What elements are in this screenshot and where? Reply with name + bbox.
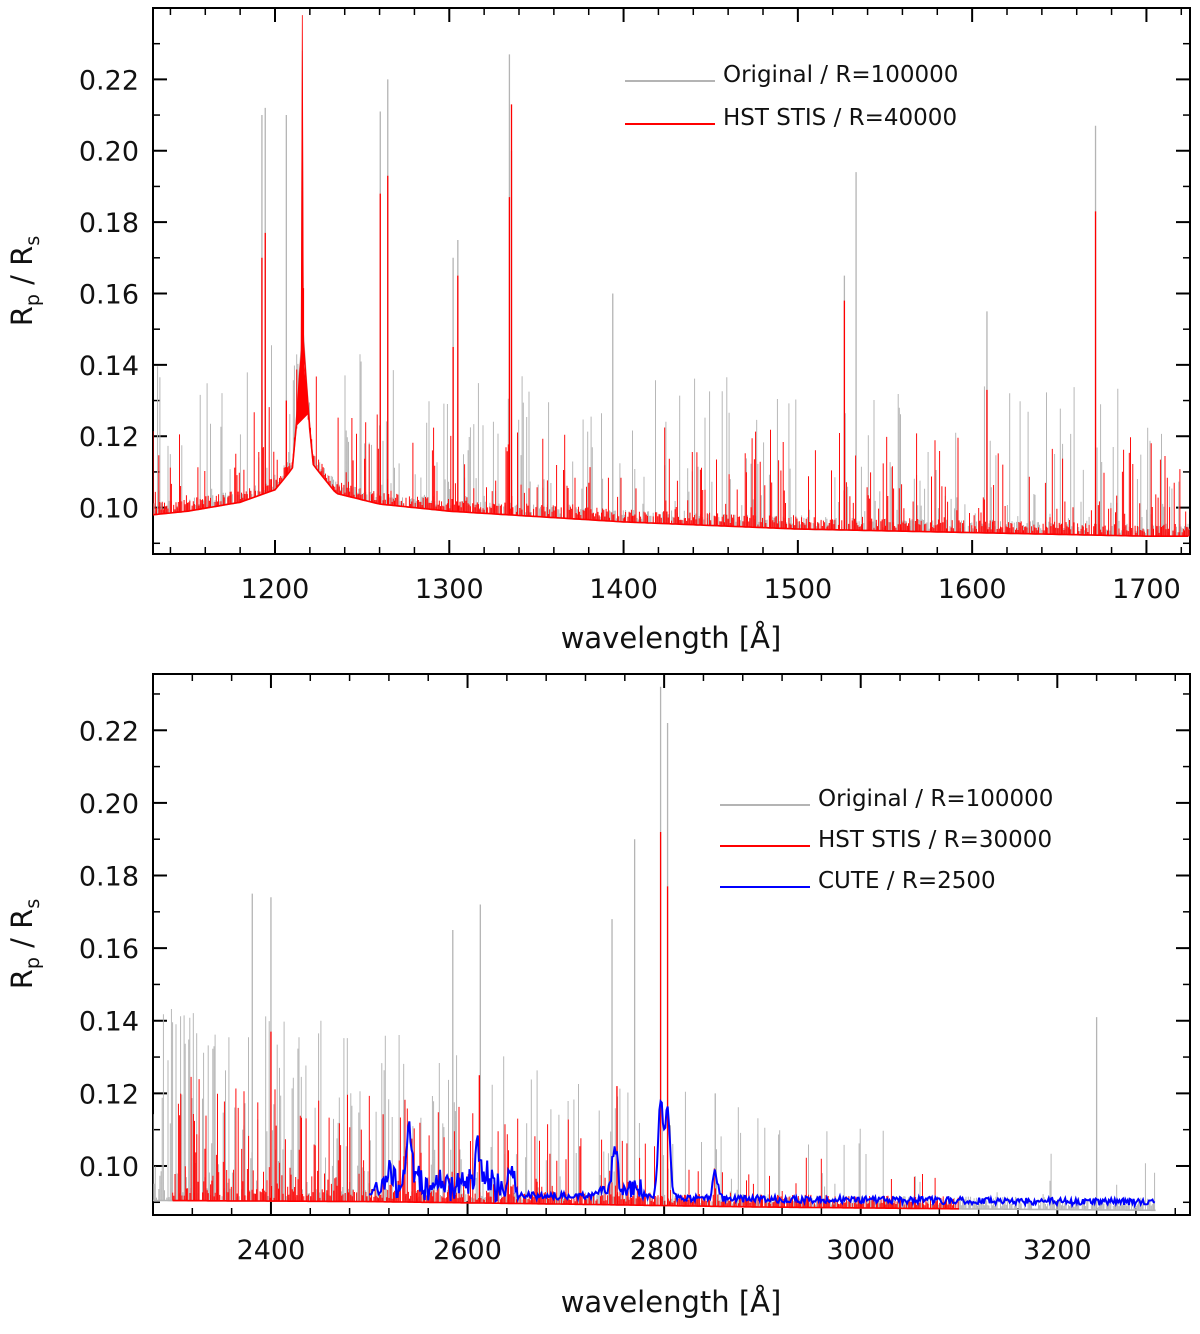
spectrum-continuum xyxy=(172,1199,959,1210)
spectrum-continuum xyxy=(153,336,1189,537)
y-tick-label: 0.12 xyxy=(79,422,139,453)
x-tick-label: 2800 xyxy=(630,1235,699,1266)
fuv-legend: Original / R=100000 HST STIS / R=40000 xyxy=(625,62,958,131)
fuv-y-axis-label: Rp / Rs xyxy=(5,236,44,327)
fuv-x-axis-label: wavelength [Å] xyxy=(561,621,782,655)
spectrum-forest xyxy=(172,1076,959,1209)
spectrum-forest xyxy=(153,345,1190,537)
nuv-ticks: 2400 2600 2800 3000 3200 0.10 0.12 0.14 0.16 0.18… xyxy=(79,674,1190,1266)
x-tick-label: 2600 xyxy=(433,1235,502,1266)
y-tick-label: 0.20 xyxy=(79,789,139,820)
x-tick-label: 1600 xyxy=(938,574,1007,605)
y-tick-label: 0.22 xyxy=(79,65,139,96)
legend-label: Original / R=100000 xyxy=(723,62,958,88)
y-tick-label: 0.12 xyxy=(79,1079,139,1110)
y-tick-label: 0.16 xyxy=(79,279,139,310)
fuv-plot-frame xyxy=(152,7,1191,555)
y-tick-label: 0.16 xyxy=(79,934,139,965)
y-tick-label: 0.10 xyxy=(79,1152,139,1183)
legend-label: HST STIS / R=30000 xyxy=(818,827,1052,853)
fuv-spectra xyxy=(153,15,1190,537)
nuv-legend: Original / R=100000 HST STIS / R=30000 CUT… xyxy=(720,786,1053,894)
spectrum-series xyxy=(153,686,1156,1212)
x-tick-label: 3000 xyxy=(826,1235,895,1266)
legend-label: Original / R=100000 xyxy=(818,786,1053,812)
fuv-panel: 1200 1300 1400 1500 1600 1700 0.10 0.12 0.14 0.16… xyxy=(5,7,1191,655)
fuv-ticks: 1200 1300 1400 1500 1600 1700 0.10 0.12 0.14 0.16… xyxy=(79,8,1190,605)
lyman-alpha-line xyxy=(295,15,309,427)
x-tick-label: 1400 xyxy=(589,574,658,605)
legend-label: HST STIS / R=40000 xyxy=(723,105,957,131)
y-tick-label: 0.18 xyxy=(79,862,139,893)
nuv-panel: 2400 2600 2800 3000 3200 0.10 0.12 0.14 0.16 0.18… xyxy=(5,673,1191,1319)
x-tick-label: 1200 xyxy=(241,574,310,605)
legend-label: CUTE / R=2500 xyxy=(818,868,996,894)
x-tick-label: 2400 xyxy=(237,1235,306,1266)
spectrum-series xyxy=(368,1098,1156,1209)
x-tick-label: 1700 xyxy=(1112,574,1181,605)
spectrum-series xyxy=(172,831,959,1210)
y-tick-label: 0.22 xyxy=(79,716,139,747)
y-tick-label: 0.14 xyxy=(79,351,139,382)
nuv-y-axis-label: Rp / Rs xyxy=(5,899,44,990)
y-tick-label: 0.14 xyxy=(79,1007,139,1038)
x-tick-label: 1300 xyxy=(415,574,484,605)
spectrum-continuum xyxy=(153,329,1189,537)
cute-spectrum-line xyxy=(368,1098,1156,1209)
spectrum-forest xyxy=(153,288,1190,537)
nuv-spectra xyxy=(153,686,1156,1212)
spectrum-forest xyxy=(153,1009,1156,1211)
y-tick-label: 0.18 xyxy=(79,208,139,239)
nuv-plot-frame xyxy=(152,673,1191,1216)
y-tick-label: 0.10 xyxy=(79,494,139,525)
y-tick-label: 0.20 xyxy=(79,137,139,168)
x-tick-label: 3200 xyxy=(1023,1235,1092,1266)
x-tick-label: 1500 xyxy=(763,574,832,605)
spectrum-series xyxy=(153,15,1190,537)
nuv-x-axis-label: wavelength [Å] xyxy=(561,1285,782,1319)
